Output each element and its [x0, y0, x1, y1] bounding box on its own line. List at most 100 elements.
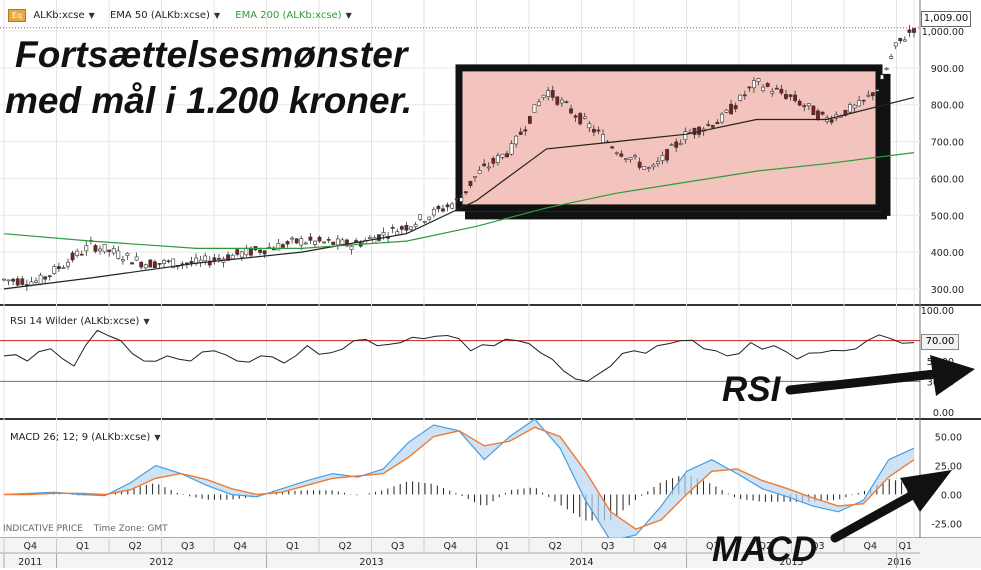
candle-body — [756, 78, 761, 82]
candle-body — [907, 29, 912, 33]
candle-body — [377, 234, 381, 241]
price-tick-label: 800.00 — [931, 101, 964, 112]
candle-body — [43, 276, 48, 280]
candle-body — [596, 129, 601, 132]
chevron-down-icon[interactable]: ▼ — [154, 433, 161, 442]
candle-body — [331, 241, 336, 245]
candle-body — [477, 169, 482, 174]
candle-body — [706, 124, 711, 126]
ema200-legend[interactable]: EMA 200 (ALKb:xcse) — [235, 10, 342, 21]
candle-body — [139, 261, 144, 268]
rsi-line — [3, 329, 915, 382]
quarter-label: Q2 — [128, 541, 142, 552]
candle-body — [651, 164, 656, 168]
last-price-flag: 1,009.00 — [921, 11, 971, 27]
ema50-line — [3, 96, 915, 290]
candle-body — [395, 231, 400, 236]
candle-body — [116, 250, 121, 259]
candle-body — [912, 28, 916, 33]
year-label: 2012 — [149, 557, 173, 568]
candle-body — [349, 245, 354, 250]
candle-body — [710, 125, 715, 128]
candle-body — [322, 241, 327, 244]
candle-body — [624, 158, 628, 160]
candle-body — [230, 254, 235, 260]
ema50-legend[interactable]: EMA 50 (ALKb:xcse) — [109, 10, 210, 21]
candle-body — [153, 261, 157, 269]
macd-tick-label: 50.00 — [935, 433, 962, 444]
candle-body — [765, 83, 770, 87]
rsi-arrowhead — [930, 355, 975, 396]
candle-body — [587, 123, 592, 129]
candle-body — [742, 94, 747, 97]
macd-tick-label: -25.00 — [931, 519, 962, 530]
headline-line2: med mål i 1.200 kroner. — [5, 80, 413, 121]
last-price: 1,009.00 — [923, 13, 969, 24]
macd-title[interactable]: MACD 26; 12; 9 (ALKb:xcse) — [10, 432, 151, 443]
price-tick-label: 600.00 — [931, 174, 964, 185]
candle-body — [102, 243, 107, 253]
candle-body — [75, 250, 80, 256]
candle-body — [861, 99, 866, 102]
rsi-title[interactable]: RSI 14 Wilder (ALKb:xcse) — [10, 316, 140, 327]
chevron-down-icon[interactable]: ▼ — [88, 11, 95, 20]
price-tick-label: 1,000.00 — [922, 27, 964, 38]
candle-body — [619, 153, 624, 157]
candle-body — [70, 252, 75, 261]
candle-body — [541, 94, 546, 98]
candle-body — [207, 260, 212, 266]
chevron-down-icon[interactable]: ▼ — [345, 11, 352, 20]
quarter-label: Q3 — [811, 541, 825, 552]
candle-body — [299, 238, 304, 246]
candle-body — [198, 259, 203, 263]
candle-body — [720, 113, 724, 123]
symbol-label[interactable]: ALKb:xcse — [33, 10, 85, 21]
candle-body — [902, 39, 907, 42]
candle-body — [367, 237, 372, 239]
candle-body — [473, 176, 477, 178]
candle-body — [317, 236, 322, 242]
candle-body — [665, 149, 669, 161]
candle-body — [784, 94, 788, 99]
candle-body — [884, 68, 889, 71]
candle-body — [120, 259, 125, 262]
candle-body — [11, 278, 16, 282]
candle-body — [555, 96, 560, 105]
candle-body — [729, 103, 733, 115]
candle-body — [130, 262, 134, 265]
candle-body — [495, 155, 500, 163]
candle-body — [523, 129, 528, 132]
chevron-down-icon[interactable]: ▼ — [213, 11, 221, 20]
candle-body — [431, 209, 436, 216]
candle-body — [578, 113, 583, 125]
year-label: 2015 — [779, 557, 803, 568]
quarter-label: Q1 — [286, 541, 300, 552]
annotation-arrows — [785, 355, 975, 543]
candle-body — [614, 152, 619, 155]
candle-body — [235, 249, 240, 255]
candle-body — [857, 100, 862, 107]
symbol-badge[interactable]: Eq — [8, 9, 27, 22]
candle-body — [93, 245, 98, 252]
candle-body — [486, 166, 491, 169]
price-series — [2, 24, 916, 291]
quarter-label: Q1 — [898, 541, 912, 552]
year-label: 2016 — [887, 557, 911, 568]
quarter-label: Q2 — [338, 541, 352, 552]
candle-body — [678, 143, 683, 145]
candle-body — [761, 86, 765, 91]
candle-body — [52, 266, 57, 275]
footer-info: INDICATIVE PRICE Time Zone: GMT — [3, 524, 168, 534]
candle-body — [244, 247, 249, 256]
candle-body — [390, 227, 395, 229]
year-label: 2014 — [569, 557, 593, 568]
candle-body — [628, 157, 633, 160]
candle-body — [345, 239, 349, 247]
signal-line — [4, 426, 915, 530]
candle-body — [450, 203, 455, 209]
candle-body — [514, 135, 519, 145]
candle-body — [459, 197, 464, 202]
chevron-down-icon[interactable]: ▼ — [143, 317, 150, 326]
macd-tick-label: 0.00 — [941, 490, 962, 501]
quarter-label: Q4 — [863, 541, 877, 552]
